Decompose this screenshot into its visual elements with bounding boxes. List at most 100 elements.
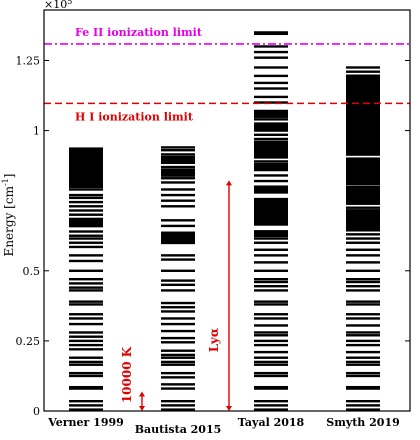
- exponent-power: 5: [67, 0, 72, 6]
- energy-level-line: [69, 322, 103, 326]
- ionization-limit-label-1: Fe II ionization limit: [75, 26, 203, 39]
- energy-level-line: [69, 234, 103, 237]
- energy-level-line: [69, 209, 103, 212]
- energy-level-band: [254, 110, 288, 118]
- energy-level-line: [254, 95, 288, 99]
- energy-level-line: [254, 81, 288, 85]
- energy-level-line: [69, 196, 103, 200]
- annotation-label: Lyα: [207, 328, 221, 352]
- energy-level-line: [69, 286, 103, 289]
- energy-level-line: [346, 317, 380, 320]
- energy-level-line: [161, 153, 195, 156]
- level-column-4: [346, 66, 380, 411]
- energy-level-line: [346, 233, 380, 236]
- energy-level-line: [69, 385, 103, 389]
- energy-level-line: [254, 101, 288, 104]
- energy-level-line: [69, 360, 103, 364]
- energy-level-line: [69, 387, 103, 390]
- energy-level-line: [69, 374, 103, 378]
- energy-level-line: [69, 339, 103, 343]
- energy-level-band: [254, 230, 288, 238]
- energy-level-line: [161, 404, 195, 407]
- energy-level-line: [254, 56, 288, 59]
- energy-level-line: [161, 177, 195, 180]
- energy-level-band: [161, 155, 195, 163]
- energy-level-line: [254, 374, 288, 378]
- energy-level-line: [69, 245, 103, 249]
- energy-level-line: [161, 199, 195, 202]
- annotation-label: 10000 K: [120, 346, 134, 403]
- energy-level-line: [254, 363, 288, 366]
- energy-level-line: [69, 237, 103, 240]
- energy-level-line: [161, 360, 195, 364]
- energy-level-line: [254, 50, 288, 54]
- energy-level-line: [254, 66, 288, 69]
- energy-level-line: [254, 399, 288, 403]
- x-category-label: Bautista 2015: [135, 423, 222, 436]
- energy-level-line: [346, 324, 380, 327]
- energy-level-line: [254, 331, 288, 334]
- energy-level-line: [254, 261, 288, 264]
- energy-level-line: [161, 399, 195, 403]
- level-column-2: [161, 146, 195, 411]
- energy-level-line: [346, 343, 380, 347]
- energy-level-line: [161, 353, 195, 357]
- ionization-limits: Fe II ionization limit H I ionization lim…: [44, 26, 410, 123]
- energy-level-line: [346, 363, 380, 366]
- energy-level-line: [254, 303, 288, 306]
- energy-level-line: [254, 387, 288, 390]
- energy-level-line: [161, 310, 195, 313]
- energy-level-line: [161, 188, 195, 191]
- x-category-label: Tayal 2018: [238, 416, 305, 429]
- energy-level-line: [346, 254, 380, 257]
- energy-level-line: [69, 399, 103, 403]
- energy-level-band: [69, 172, 103, 189]
- energy-level-line: [254, 174, 288, 177]
- energy-level-line: [161, 219, 195, 222]
- energy-level-line: [346, 70, 380, 73]
- energy-level-line: [69, 188, 103, 191]
- energy-level-line: [69, 200, 103, 204]
- energy-level-line: [69, 356, 103, 359]
- energy-level-band: [254, 197, 288, 225]
- energy-level-line: [161, 165, 195, 169]
- energy-level-line: [69, 303, 103, 306]
- energy-level-line: [254, 313, 288, 316]
- y-tick-label: 0.5: [23, 265, 41, 278]
- energy-level-line: [254, 237, 288, 240]
- energy-level-line: [69, 300, 103, 303]
- energy-level-line: [346, 248, 380, 251]
- energy-level-line: [161, 181, 195, 184]
- energy-level-line: [346, 278, 380, 281]
- energy-level-line: [346, 374, 380, 378]
- energy-level-line: [161, 341, 195, 344]
- energy-level-line: [346, 280, 380, 284]
- energy-level-band: [254, 186, 288, 194]
- energy-level-line: [161, 336, 195, 340]
- energy-level-line: [254, 339, 288, 343]
- energy-level-line: [254, 160, 288, 163]
- energy-level-line: [346, 206, 380, 209]
- axes: 0 0.25 0.5 1 1.25 Verner 1999 Bautista 2015 Tay…: [16, 54, 410, 436]
- energy-level-line: [346, 303, 380, 306]
- energy-level-band: [346, 186, 380, 205]
- energy-level-line: [161, 329, 195, 333]
- energy-level-line: [254, 360, 288, 364]
- level-column-3: [254, 31, 288, 411]
- energy-level-line: [161, 383, 195, 386]
- energy-level-line: [161, 322, 195, 326]
- energy-level-line: [254, 133, 288, 136]
- energy-level-line: [254, 248, 288, 251]
- energy-level-line: [346, 404, 380, 407]
- energy-level-line: [161, 283, 195, 287]
- energy-level-line: [254, 278, 288, 281]
- energy-level-line: [254, 300, 288, 303]
- y-axis-exponent: ×105: [44, 0, 72, 11]
- energy-level-line: [69, 193, 103, 197]
- energy-level-line: [346, 285, 380, 288]
- y-axis-label: Energy [cm-1]: [1, 174, 16, 257]
- energy-level-line: [69, 335, 103, 338]
- energy-level-line: [346, 356, 380, 359]
- energy-level-line: [161, 301, 195, 305]
- energy-level-line: [69, 213, 103, 216]
